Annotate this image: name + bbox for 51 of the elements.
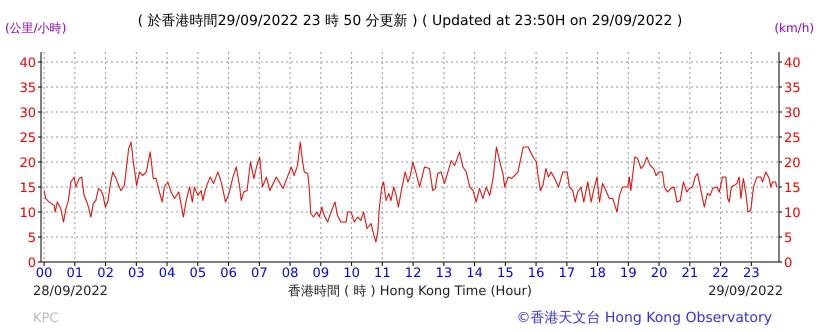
y2-axis-title: (km/h) xyxy=(774,21,814,35)
chart-title: ( 於香港時間29/09/2022 23 時 50 分更新 ) ( Updated at 23:50H on 29/09/2022 ) xyxy=(138,13,682,29)
text: 29/09/2022 xyxy=(708,284,783,299)
x-tick-label: 05 xyxy=(190,266,206,281)
x-tick-label: 14 xyxy=(466,266,483,281)
y2-tick-label: 30 xyxy=(784,106,801,121)
x-tick-label: 03 xyxy=(128,266,145,281)
y-tick-label: 5 xyxy=(28,231,36,246)
x-tick-label: 19 xyxy=(620,266,637,281)
y-tick-label: 30 xyxy=(19,106,36,121)
x-tick-label: 23 xyxy=(743,266,760,281)
x-tick-label: 20 xyxy=(650,266,668,281)
text: 28/09/2022 xyxy=(33,284,108,299)
x-tick-label: 22 xyxy=(712,266,729,281)
y-tick-label: 15 xyxy=(19,181,36,196)
y2-tick-label: 10 xyxy=(784,206,801,221)
y-tick-label: 25 xyxy=(19,131,36,146)
text: ©香港天文台 Hong Kong Observatory xyxy=(516,310,772,326)
y-tick-label: 35 xyxy=(19,81,36,96)
x-tick-label: 16 xyxy=(528,266,544,281)
y-tick-label: 10 xyxy=(19,206,36,221)
x-tick-label: 15 xyxy=(497,266,514,281)
x-tick-label: 18 xyxy=(589,266,606,281)
y2-tick-label: 25 xyxy=(784,131,801,146)
x-tick-label: 04 xyxy=(158,266,176,281)
x-tick-label: 17 xyxy=(558,266,576,281)
y-tick-label: 20 xyxy=(19,156,36,171)
x-tick-label: 21 xyxy=(682,266,698,281)
text: KPC xyxy=(33,311,58,326)
y2-tick-label: 20 xyxy=(784,156,801,171)
y2-tick-label: 40 xyxy=(784,56,801,71)
line-series xyxy=(44,142,778,242)
x-tick-label: 12 xyxy=(404,266,422,281)
x-tick-label: 02 xyxy=(97,266,114,281)
x-tick-label: 08 xyxy=(282,266,298,281)
y-tick-label: 0 xyxy=(28,256,36,271)
y2-tick-label: 0 xyxy=(784,256,792,271)
x-tick-label: 11 xyxy=(374,266,391,281)
x-axis-title: 香港時間 ( 時 ) Hong Kong Time (Hour) xyxy=(288,284,532,299)
y-tick-label: 40 xyxy=(19,56,36,71)
x-tick-label: 09 xyxy=(312,266,330,281)
y2-tick-label: 15 xyxy=(784,181,801,196)
y2-tick-label: 35 xyxy=(784,81,801,96)
x-tick-label: 13 xyxy=(436,266,452,281)
x-tick-label: 06 xyxy=(220,266,237,281)
x-tick-label: 10 xyxy=(343,266,360,281)
x-tick-label: 00 xyxy=(36,266,52,281)
y-axis-title: (公里/小時) xyxy=(5,21,66,35)
x-tick-label: 07 xyxy=(251,266,268,281)
y2-tick-label: 5 xyxy=(784,231,792,246)
x-tick-label: 01 xyxy=(66,266,84,281)
